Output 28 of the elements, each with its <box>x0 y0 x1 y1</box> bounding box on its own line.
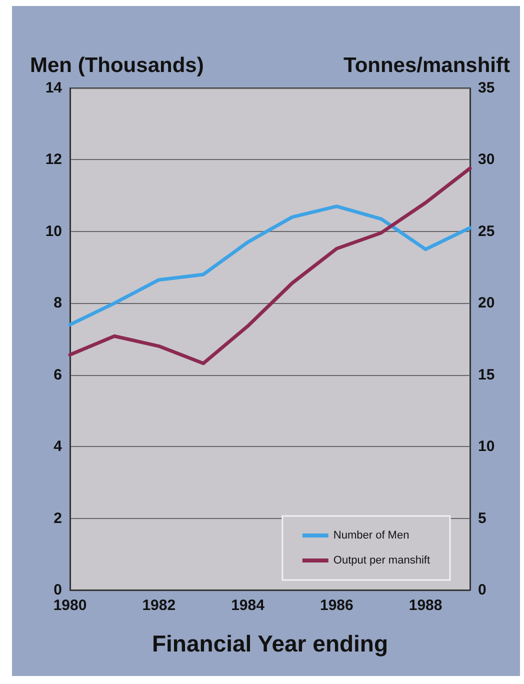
x-axis-title: Financial Year ending <box>152 630 388 656</box>
y-axis-title: Men (Thousands) <box>30 54 204 77</box>
x-tick-label: 1980 <box>53 597 87 614</box>
y2-tick-label: 15 <box>478 366 495 384</box>
legend-label: Output per manshift <box>333 554 430 566</box>
y2-tick-label: 5 <box>478 510 486 527</box>
x-tick-label: 1982 <box>142 597 176 614</box>
y-tick-label: 4 <box>54 438 63 456</box>
y-tick-label: 10 <box>45 222 62 240</box>
y2-tick-label: 20 <box>478 294 495 312</box>
x-tick-label: 1984 <box>231 597 266 614</box>
y2-tick-label: 35 <box>478 80 495 96</box>
line-series <box>68 204 472 326</box>
x-tick-label: 1986 <box>320 597 354 614</box>
y-tick-label: 6 <box>54 366 62 384</box>
y2-tick-label: 30 <box>478 151 495 168</box>
line-series <box>68 166 472 366</box>
y-tick-label: 0 <box>54 582 62 598</box>
y-tick-label: 12 <box>45 151 62 168</box>
x-tick-label: 1988 <box>408 597 442 614</box>
y-tick-label: 8 <box>54 294 62 312</box>
y-tick-label: 14 <box>45 80 63 96</box>
y2-axis-title: Tonnes/manshift <box>344 54 510 77</box>
y2-tick-label: 0 <box>478 582 486 598</box>
legend-label: Number of Men <box>333 530 410 542</box>
y2-tick-label: 10 <box>478 438 495 456</box>
y2-tick-label: 25 <box>478 222 495 240</box>
y-tick-label: 2 <box>54 510 62 527</box>
